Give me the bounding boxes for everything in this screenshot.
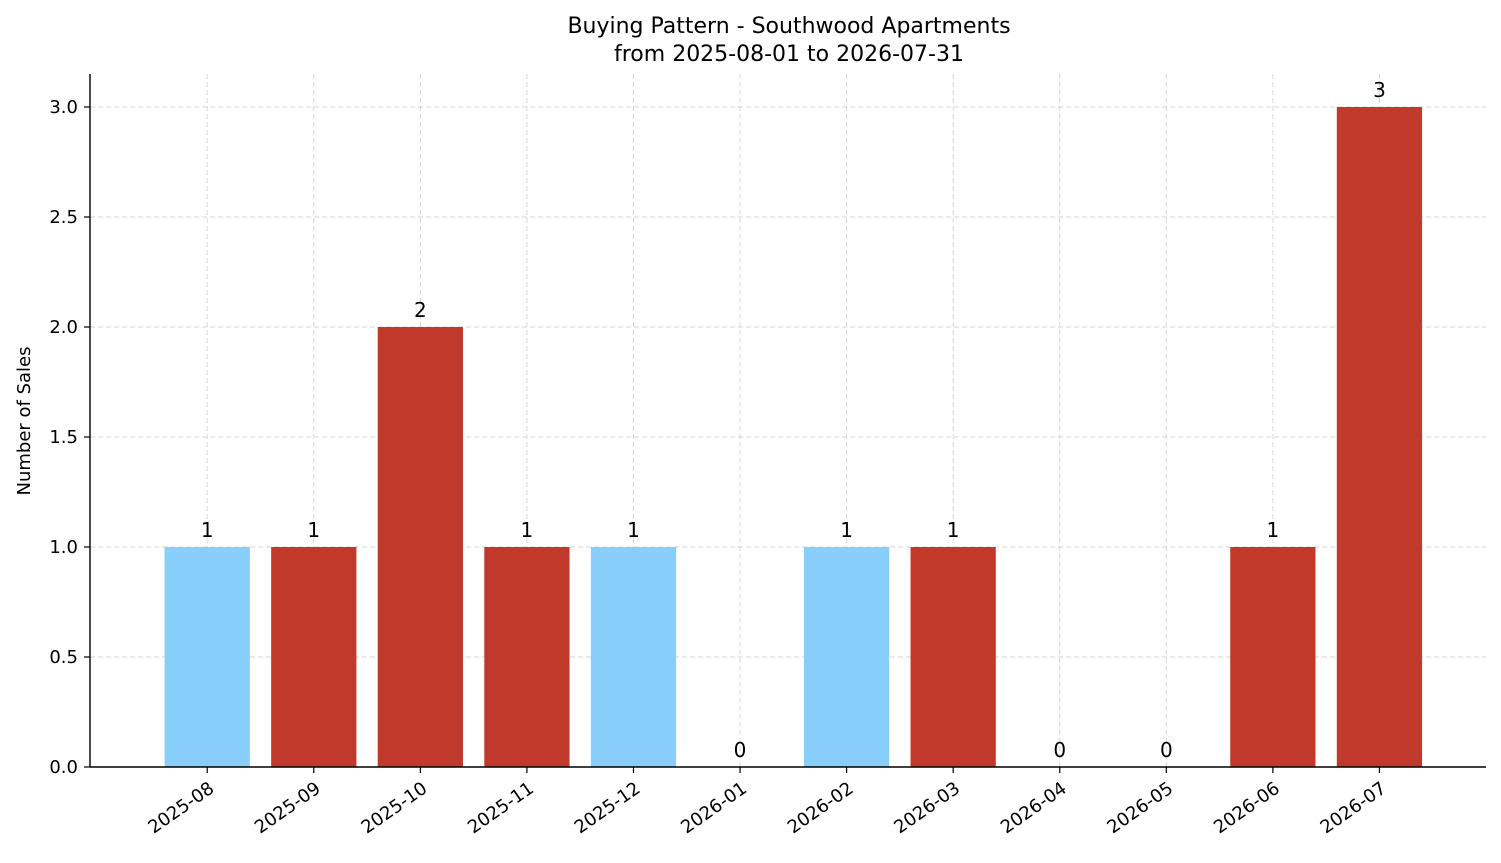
y-tick-label: 0.5 — [49, 647, 78, 668]
bar-2025-08 — [164, 547, 250, 767]
bar-2025-12 — [590, 547, 677, 767]
x-tick-label: 2026-02 — [784, 778, 858, 838]
y-tick-label: 0.0 — [49, 757, 78, 778]
data-label-2025-08: 1 — [201, 518, 214, 542]
data-label-2025-12: 1 — [627, 518, 640, 542]
x-tick-label: 2026-03 — [890, 778, 964, 838]
bar-2026-03 — [910, 547, 996, 767]
bar-2025-11 — [484, 547, 570, 767]
data-label-2025-11: 1 — [521, 518, 534, 542]
y-tick-label: 1.0 — [49, 537, 78, 558]
data-label-2026-01: 0 — [734, 738, 747, 762]
x-tick-label: 2025-10 — [358, 778, 432, 838]
data-label-2026-02: 1 — [840, 518, 853, 542]
data-label-2025-09: 1 — [307, 518, 320, 542]
bar-2026-02 — [803, 547, 890, 767]
data-labels: 1 1 2 1 1 0 1 1 0 0 1 3 — [201, 78, 1386, 762]
bar-2025-10 — [377, 327, 463, 767]
y-tick-label: 3.0 — [49, 97, 78, 118]
data-label-2026-04: 0 — [1053, 738, 1066, 762]
data-label-2026-07: 3 — [1373, 78, 1386, 102]
bar-2025-09 — [271, 547, 357, 767]
data-label-2026-05: 0 — [1160, 738, 1173, 762]
y-tick-label: 1.5 — [49, 427, 78, 448]
x-tick-label: 2025-08 — [144, 778, 218, 838]
data-label-2026-03: 1 — [947, 518, 960, 542]
x-tick-label: 2025-12 — [571, 778, 645, 838]
x-tick-label: 2026-04 — [997, 778, 1071, 838]
data-label-2026-06: 1 — [1267, 518, 1280, 542]
y-axis-label: Number of Sales — [14, 346, 35, 495]
x-tick-label: 2025-11 — [464, 778, 538, 838]
x-tick-label: 2026-05 — [1104, 778, 1178, 838]
x-tick-label: 2026-01 — [677, 778, 751, 838]
y-tick-label: 2.5 — [49, 207, 78, 228]
y-tick-label: 2.0 — [49, 317, 78, 338]
x-tick-label: 2025-09 — [251, 778, 325, 838]
x-tick-label: 2026-07 — [1317, 778, 1391, 838]
x-tick-label: 2026-06 — [1210, 778, 1284, 838]
bars — [164, 107, 1423, 767]
chart-title: Buying Pattern - Southwood Apartments — [567, 14, 1010, 39]
bar-2026-07 — [1336, 107, 1423, 767]
bar-2026-06 — [1230, 547, 1316, 767]
chart-subtitle: from 2025-08-01 to 2026-07-31 — [614, 42, 964, 67]
data-label-2025-10: 2 — [414, 298, 427, 322]
